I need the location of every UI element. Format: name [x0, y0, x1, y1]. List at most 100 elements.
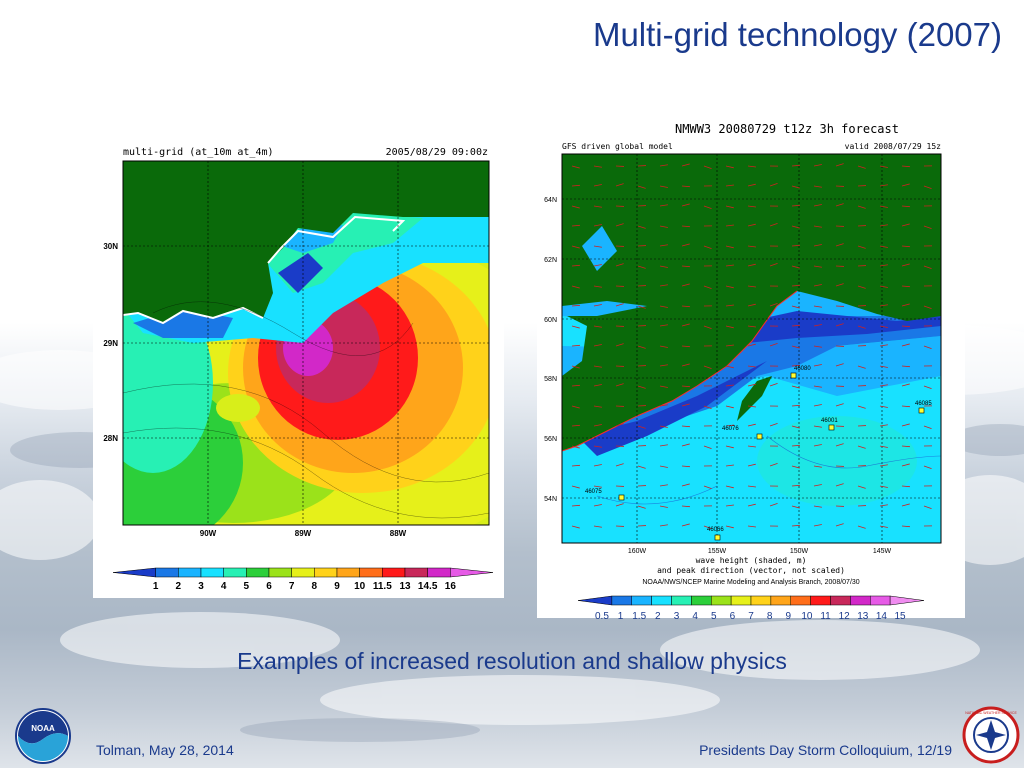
direction-vector [725, 184, 734, 187]
direction-vector [857, 365, 866, 369]
direction-vector [681, 225, 691, 228]
direction-vector [615, 223, 624, 227]
colorbar-segment [790, 595, 811, 606]
colorbar-segment [427, 567, 451, 578]
direction-vector [659, 385, 668, 388]
direction-vector [571, 325, 580, 329]
direction-vector [813, 225, 822, 228]
direction-vector [769, 223, 778, 227]
direction-vector [879, 285, 888, 288]
direction-vector [791, 204, 801, 207]
colorbar-segment [611, 595, 632, 606]
colorbar [112, 567, 494, 578]
direction-vector [659, 305, 668, 308]
colorbar-segment [889, 595, 925, 606]
colorbar-tick-label: 1.5 [632, 611, 646, 622]
colorbar-segment [314, 567, 338, 578]
colorbar-tick-label: 1 [618, 611, 624, 622]
colorbar-tick-label: 12 [839, 611, 851, 622]
nws-logo-text: NATIONAL WEATHER SERVICE [965, 711, 1017, 715]
colorbar-tick-label: 4 [221, 581, 227, 592]
colorbar-tick-label: 9 [334, 581, 340, 592]
colorbar-tick-label: 14.5 [418, 581, 438, 592]
direction-vector [747, 445, 756, 448]
direction-vector [879, 464, 888, 467]
direction-vector [593, 405, 602, 408]
direction-vector [593, 264, 602, 267]
colorbar-tick-label: 5 [244, 581, 250, 592]
direction-vector [791, 244, 801, 247]
colorbar-segment [870, 595, 891, 606]
colorbar-segment [631, 595, 652, 606]
direction-vector [593, 165, 602, 168]
direction-vector [637, 265, 646, 269]
direction-vector [813, 425, 822, 428]
direction-vector [901, 423, 910, 427]
map-header-right: valid 2008/07/29 15z [845, 142, 942, 151]
direction-vector [681, 465, 691, 468]
direction-vector [659, 484, 668, 487]
lon-label: 89W [295, 529, 312, 538]
noaa-logo: NOAA [15, 708, 71, 764]
direction-vector [747, 343, 756, 347]
direction-vector [615, 263, 624, 267]
direction-vector [637, 465, 646, 469]
direction-vector [879, 205, 888, 208]
direction-vector [615, 423, 624, 427]
direction-vector [725, 504, 734, 507]
direction-vector [791, 345, 800, 349]
direction-vector [769, 343, 778, 347]
direction-vector [593, 485, 602, 488]
colorbar-segment [730, 595, 752, 606]
direction-vector [791, 505, 800, 509]
direction-vector [813, 444, 822, 447]
direction-vector [769, 463, 778, 467]
lon-label: 160W [628, 548, 647, 555]
direction-vector [659, 444, 668, 447]
direction-vector [747, 485, 756, 488]
slide-subtitle: Examples of increased resolution and sha… [237, 648, 787, 674]
colorbar-segment [770, 595, 791, 606]
colorbar-segment [246, 567, 270, 578]
direction-vector [879, 165, 888, 168]
colorbar-segment [112, 567, 156, 578]
direction-vector [659, 265, 668, 268]
direction-vector [747, 365, 756, 368]
multi-grid-map: multi-grid (at_10m at_4m) 2005/08/29 09:… [103, 147, 494, 592]
direction-vector [901, 343, 910, 347]
direction-vector [769, 263, 778, 267]
direction-vector [879, 304, 888, 307]
direction-vector [681, 483, 690, 487]
direction-vector [857, 445, 866, 449]
colorbar-tick-label: 2 [176, 581, 182, 592]
direction-vector [681, 505, 691, 508]
colorbar-tick-label: 13 [399, 581, 411, 592]
direction-vector [857, 325, 866, 329]
direction-vector [571, 445, 580, 449]
direction-vector [681, 163, 690, 167]
direction-vector [681, 425, 691, 428]
direction-vector [813, 185, 822, 188]
direction-vector [791, 164, 801, 167]
lon-label: 150W [790, 548, 809, 555]
lat-label: 28N [103, 434, 118, 443]
direction-vector [681, 265, 691, 268]
direction-vector [681, 385, 691, 388]
direction-vector [813, 244, 822, 247]
direction-vector [593, 184, 602, 187]
direction-vector [681, 203, 690, 207]
direction-vector [791, 444, 801, 447]
direction-vector [593, 224, 602, 227]
map-header-left: GFS driven global model [562, 142, 673, 151]
colorbar-segment [404, 567, 428, 578]
direction-vector [725, 224, 734, 227]
direction-vector [681, 323, 690, 327]
direction-vector [791, 225, 800, 229]
direction-vector [791, 484, 801, 487]
direction-vector [571, 405, 580, 409]
direction-vector [681, 345, 691, 348]
direction-vector [747, 285, 756, 288]
colorbar-segment [671, 595, 692, 606]
direction-vector [879, 224, 888, 227]
colorbar-segment [830, 595, 851, 606]
